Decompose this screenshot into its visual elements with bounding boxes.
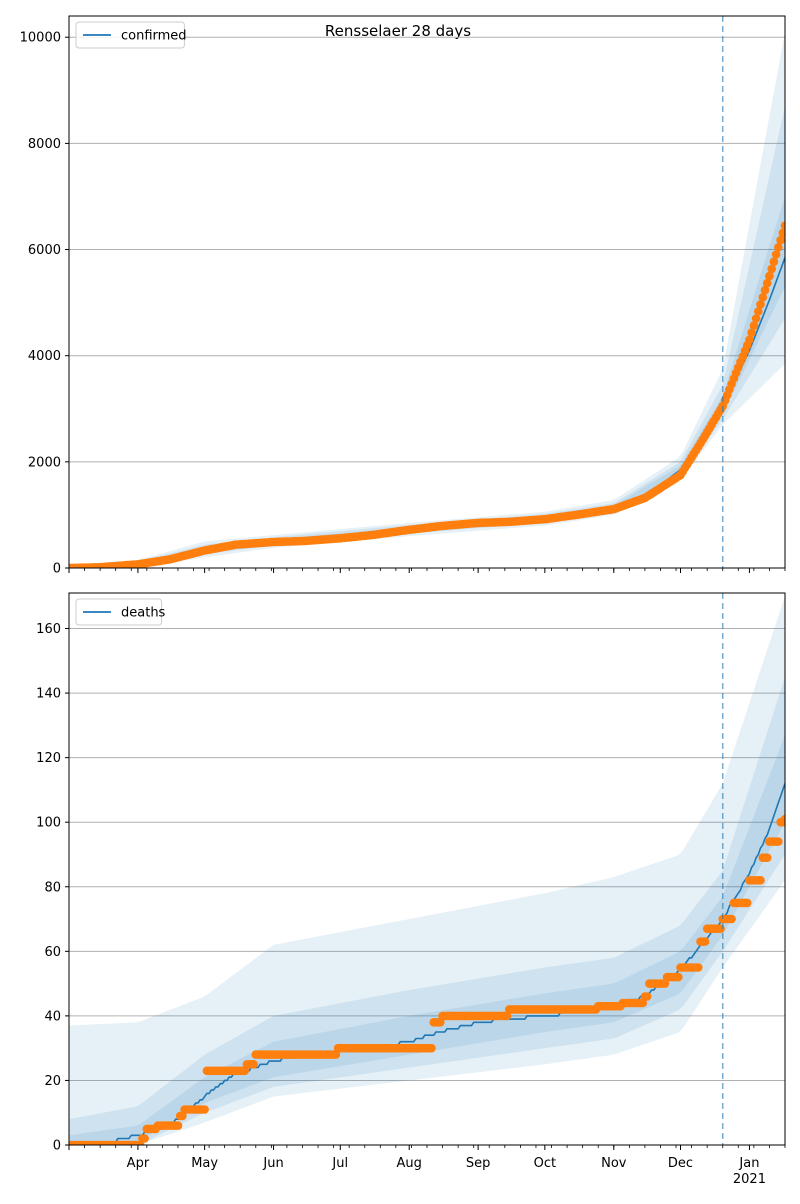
observed-point <box>780 814 785 824</box>
observed-point <box>754 307 763 316</box>
observed-point <box>427 1043 436 1053</box>
observed-points <box>69 814 785 1145</box>
observed-point <box>767 264 776 274</box>
observed-point <box>774 243 783 252</box>
observed-point <box>760 285 770 295</box>
observed-point <box>742 898 752 908</box>
observed-point <box>769 257 779 267</box>
observed-point <box>660 979 670 988</box>
observed-point <box>758 293 768 302</box>
x-tick-sublabel: 2021 <box>733 1172 766 1187</box>
chart-title: Rensselaer 28 days <box>325 22 471 40</box>
legend-label: confirmed <box>121 29 187 44</box>
y-tick-label: 40 <box>44 1009 61 1024</box>
observed-point <box>638 998 647 1008</box>
observed-point <box>745 335 754 345</box>
plot-area <box>69 596 785 1145</box>
uncertainty-band <box>69 106 785 568</box>
observed-point <box>747 328 756 338</box>
plot-area <box>69 31 785 568</box>
observed-point <box>727 914 736 924</box>
observed-point <box>240 1066 249 1076</box>
y-tick-label: 80 <box>44 880 61 895</box>
y-tick-label: 100 <box>36 816 61 831</box>
y-tick-label: 0 <box>53 1139 61 1154</box>
y-tick-label: 4000 <box>28 349 61 364</box>
chart-panel-2: 0 20 40 60 80 100 120 140 160 Apr May Jun Jul Aug Sep O… <box>36 592 786 1187</box>
observed-point <box>694 963 703 972</box>
y-tick-label: 8000 <box>28 137 61 152</box>
legend-label: deaths <box>121 606 166 621</box>
observed-point <box>674 972 683 982</box>
x-tick-label: Jan <box>738 1156 759 1171</box>
observed-point <box>140 1134 149 1143</box>
observed-point <box>700 937 710 946</box>
observed-point <box>762 853 772 862</box>
observed-point <box>780 221 785 230</box>
x-tick-label: Jun <box>262 1156 283 1171</box>
x-tick-label: Nov <box>601 1156 627 1171</box>
uncertainty-band <box>69 31 785 568</box>
x-tick-label: Sep <box>466 1156 491 1171</box>
y-tick-label: 6000 <box>28 243 61 258</box>
legend: confirmed <box>75 21 187 49</box>
observed-point <box>776 235 785 245</box>
observed-point <box>502 1011 512 1021</box>
y-tick-label: 20 <box>44 1074 61 1089</box>
y-tick-label: 60 <box>44 945 61 960</box>
y-tick-label: 140 <box>36 687 61 702</box>
observed-point <box>756 300 765 309</box>
legend-box <box>75 598 163 626</box>
x-tick-label: Dec <box>668 1156 693 1171</box>
x-tick-label: May <box>191 1156 218 1171</box>
x-tick-label: Oct <box>534 1156 556 1171</box>
observed-point <box>642 992 652 1001</box>
observed-points <box>69 221 785 568</box>
y-tick-label: 10000 <box>20 31 61 46</box>
observed-point <box>200 1105 209 1114</box>
legend-box <box>75 21 185 49</box>
observed-point <box>249 1060 258 1069</box>
observed-point <box>762 278 772 288</box>
observed-point <box>173 1121 183 1130</box>
observed-point <box>749 321 759 330</box>
observed-point <box>716 924 725 933</box>
x-tick-label: Apr <box>127 1156 150 1171</box>
y-tick-label: 160 <box>36 622 61 637</box>
legend: deaths <box>75 598 166 626</box>
observed-point <box>778 228 785 238</box>
observed-point <box>774 837 783 846</box>
axes-frame <box>68 15 786 569</box>
uncertainty-band <box>69 676 785 1145</box>
chart-panel-1: 0 2000 4000 6000 8000 10000 confirmed <box>20 15 786 577</box>
observed-point <box>765 271 774 281</box>
y-tick-label: 0 <box>53 562 61 577</box>
observed-point <box>756 876 765 885</box>
y-tick-label: 2000 <box>28 455 61 470</box>
y-tick-label: 120 <box>36 751 61 766</box>
x-tick-label: Aug <box>397 1156 422 1171</box>
x-tick-label: Jul <box>331 1156 348 1171</box>
uncertainty-band <box>69 196 785 568</box>
observed-point <box>771 250 781 259</box>
observed-point <box>751 314 761 323</box>
